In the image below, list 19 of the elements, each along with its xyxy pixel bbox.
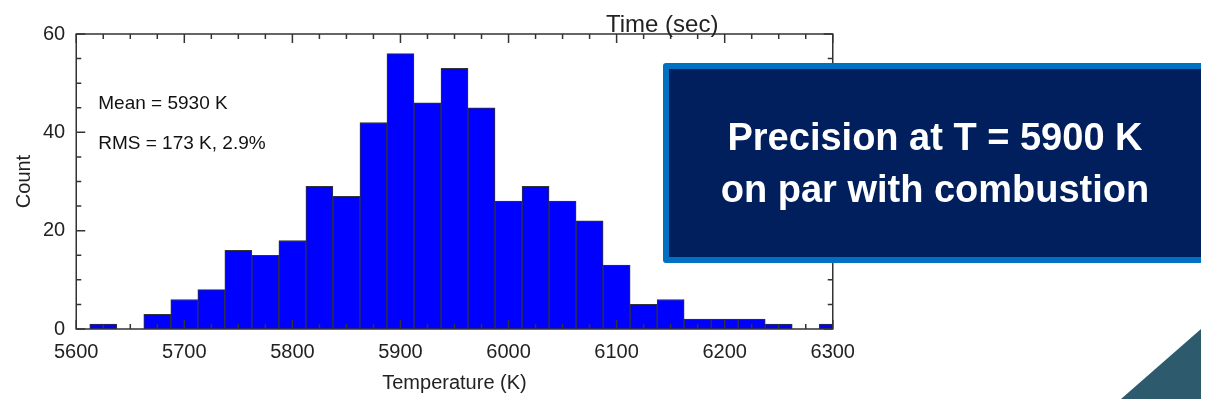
x-tick-label: 5800 bbox=[270, 339, 315, 362]
x-tick-label: 6000 bbox=[486, 339, 531, 362]
x-tick-label: 6200 bbox=[702, 339, 747, 362]
callout-box: Precision at T = 5900 K on par with combustion bbox=[663, 63, 1201, 263]
y-tick-label: 20 bbox=[43, 218, 66, 241]
x-tick-label: 5700 bbox=[162, 339, 207, 362]
y-tick-label: 40 bbox=[43, 119, 66, 142]
annotation: Precision at T = 5900 K on par with combustion bbox=[719, 115, 1151, 212]
annotation: RMS = 173 K, 2.9% bbox=[98, 132, 266, 154]
x-tick-label: 6100 bbox=[594, 339, 639, 362]
y-tick-label: 60 bbox=[43, 21, 66, 44]
annotation: Mean = 5930 K bbox=[98, 92, 228, 114]
y-tick-label: 0 bbox=[54, 316, 66, 339]
x-tick-label: 6300 bbox=[810, 339, 855, 362]
x-tick-label: 5900 bbox=[378, 339, 423, 362]
x-axis-title: Temperature (K) bbox=[382, 370, 527, 393]
x-tick-label: 5600 bbox=[54, 339, 99, 362]
annotation: Time (sec) bbox=[606, 10, 719, 38]
y-axis-title: Count bbox=[11, 154, 34, 209]
